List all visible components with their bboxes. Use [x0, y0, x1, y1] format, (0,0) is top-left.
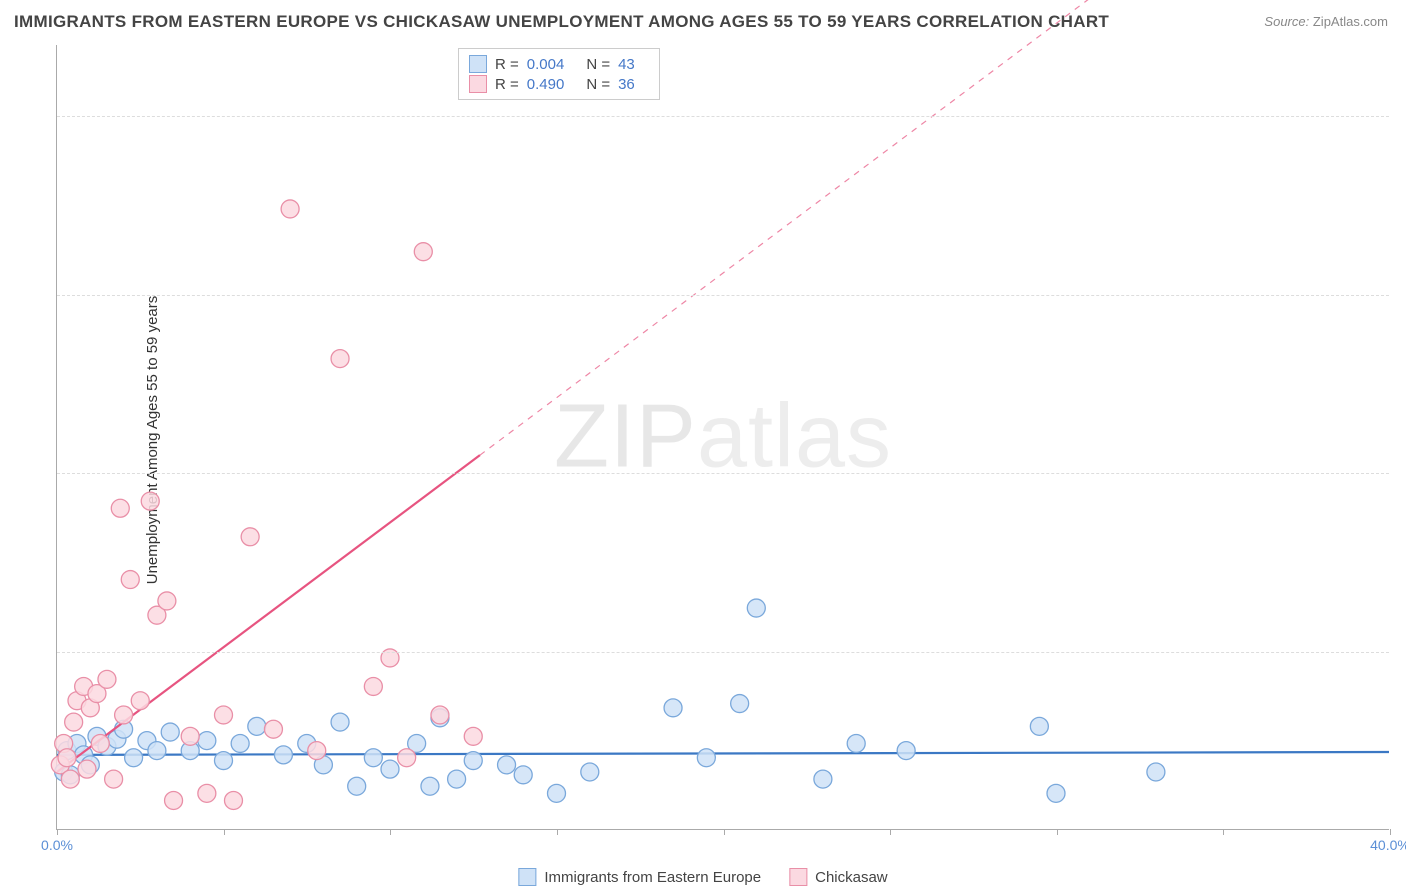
chart-title: IMMIGRANTS FROM EASTERN EUROPE VS CHICKA… — [14, 12, 1109, 32]
data-point — [448, 770, 466, 788]
n-label: N = — [586, 56, 610, 73]
source-label: Source: — [1264, 14, 1309, 29]
gridline — [57, 295, 1389, 296]
legend-swatch-series2 — [469, 75, 487, 93]
bottom-legend: Immigrants from Eastern Europe Chickasaw — [518, 868, 887, 886]
gridline — [57, 116, 1389, 117]
n-value-series2: 36 — [618, 76, 635, 93]
data-point — [664, 699, 682, 717]
data-point — [1047, 784, 1065, 802]
legend-swatch-series1-bottom — [518, 868, 536, 886]
stats-row-series2: R = 0.490 N = 36 — [469, 75, 649, 93]
data-point — [398, 749, 416, 767]
data-point — [697, 749, 715, 767]
data-point — [381, 760, 399, 778]
legend-item-series1: Immigrants from Eastern Europe — [518, 868, 761, 886]
xtick — [390, 829, 391, 835]
data-point — [158, 592, 176, 610]
data-point — [231, 734, 249, 752]
data-point — [224, 792, 242, 810]
data-point — [148, 742, 166, 760]
data-point — [464, 752, 482, 770]
data-point — [814, 770, 832, 788]
data-point — [165, 792, 183, 810]
data-point — [731, 695, 749, 713]
gridline — [57, 473, 1389, 474]
xtick — [1057, 829, 1058, 835]
data-point — [241, 528, 259, 546]
legend-label-series2: Chickasaw — [815, 869, 888, 886]
data-point — [281, 200, 299, 218]
data-point — [91, 734, 109, 752]
data-point — [897, 742, 915, 760]
stats-row-series1: R = 0.004 N = 43 — [469, 55, 649, 73]
data-point — [61, 770, 79, 788]
data-point — [198, 732, 216, 750]
r-label: R = — [495, 56, 519, 73]
legend-label-series1: Immigrants from Eastern Europe — [544, 869, 761, 886]
xtick — [1390, 829, 1391, 835]
data-point — [105, 770, 123, 788]
data-point — [414, 243, 432, 261]
gridline — [57, 652, 1389, 653]
data-point — [248, 717, 266, 735]
r-value-series1: 0.004 — [527, 56, 565, 73]
data-point — [548, 784, 566, 802]
data-point — [141, 492, 159, 510]
xtick — [57, 829, 58, 835]
data-point — [111, 499, 129, 517]
n-value-series1: 43 — [618, 56, 635, 73]
data-point — [498, 756, 516, 774]
data-point — [364, 677, 382, 695]
data-point — [431, 706, 449, 724]
xtick-label: 40.0% — [1370, 837, 1406, 853]
r-value-series2: 0.490 — [527, 76, 565, 93]
data-point — [181, 727, 199, 745]
data-point — [115, 706, 133, 724]
data-point — [58, 749, 76, 767]
data-point — [125, 749, 143, 767]
xtick-label: 0.0% — [41, 837, 73, 853]
data-point — [331, 350, 349, 368]
source-attribution: Source: ZipAtlas.com — [1264, 14, 1388, 29]
legend-item-series2: Chickasaw — [789, 868, 888, 886]
xtick — [224, 829, 225, 835]
data-point — [464, 727, 482, 745]
data-point — [215, 752, 233, 770]
data-point — [274, 746, 292, 764]
data-point — [65, 713, 83, 731]
data-point — [348, 777, 366, 795]
trend-line — [57, 752, 1389, 755]
data-point — [1030, 717, 1048, 735]
data-point — [264, 720, 282, 738]
stats-legend: R = 0.004 N = 43 R = 0.490 N = 36 — [458, 48, 660, 100]
data-point — [215, 706, 233, 724]
data-point — [747, 599, 765, 617]
data-point — [98, 670, 116, 688]
legend-swatch-series1 — [469, 55, 487, 73]
data-point — [847, 734, 865, 752]
chart-svg — [57, 45, 1389, 829]
data-point — [331, 713, 349, 731]
data-point — [131, 692, 149, 710]
r-label: R = — [495, 76, 519, 93]
source-value: ZipAtlas.com — [1313, 14, 1388, 29]
data-point — [121, 571, 139, 589]
plot-area: ZIPatlas 12.5%25.0%37.5%50.0%0.0%40.0% — [56, 45, 1389, 830]
data-point — [198, 784, 216, 802]
data-point — [308, 742, 326, 760]
data-point — [581, 763, 599, 781]
data-point — [161, 723, 179, 741]
data-point — [78, 760, 96, 778]
xtick — [890, 829, 891, 835]
xtick — [724, 829, 725, 835]
data-point — [1147, 763, 1165, 781]
n-label: N = — [586, 76, 610, 93]
xtick — [1223, 829, 1224, 835]
data-point — [514, 766, 532, 784]
data-point — [421, 777, 439, 795]
data-point — [364, 749, 382, 767]
xtick — [557, 829, 558, 835]
legend-swatch-series2-bottom — [789, 868, 807, 886]
